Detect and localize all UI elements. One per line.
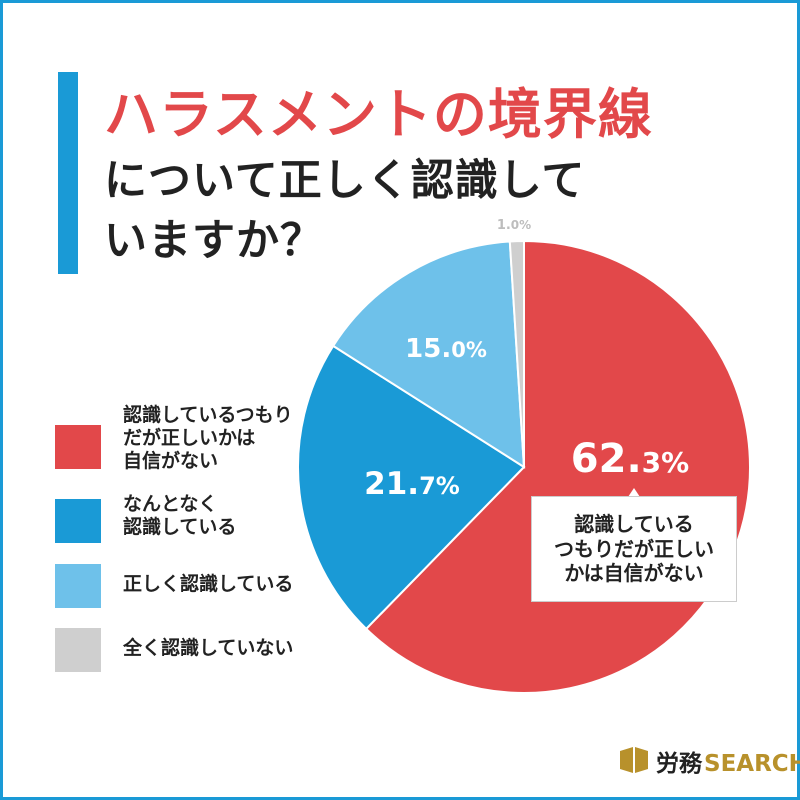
legend-label-correct-line-1: 正しく認識している: [123, 573, 294, 595]
brand-name-ja: 労務: [656, 751, 702, 777]
data-label-correct-minor: 0%: [451, 338, 487, 362]
book-icon-left-page: [620, 747, 633, 773]
pie-slice-correct: [331, 240, 526, 469]
data-label-somewhat: 21.7%: [364, 466, 460, 502]
data-label-none-minor: 0%: [511, 218, 531, 232]
legend-label-somewhat-line-2: 認識している: [123, 515, 237, 538]
legend-label-somewhat-line-1: なんとなく: [123, 493, 218, 515]
data-label-none: 1.0%: [497, 218, 531, 233]
data-label-none-major: 1.: [497, 218, 511, 233]
callout-line-1: 認識している: [574, 512, 694, 537]
title-line-2: について正しく認識して: [104, 156, 586, 206]
legend-label-unsure-line-2: だが正しいかは: [123, 426, 256, 449]
title-accent-bar: [58, 72, 78, 274]
data-label-somewhat-minor: 7%: [419, 472, 460, 500]
legend-swatch-none: [55, 628, 101, 672]
legend-label-correct: 正しく認識している: [123, 573, 293, 596]
book-icon: [620, 747, 648, 773]
data-label-unsure-minor: 3%: [642, 446, 690, 479]
legend-label-unsure: 認識しているつもり だが正しいかは 自信がない: [123, 404, 293, 472]
data-label-unsure: 62.3%: [571, 436, 689, 482]
callout-line-2: つもりだが正しい: [554, 536, 714, 561]
data-label-correct: 15.0%: [405, 334, 487, 364]
legend-swatch-somewhat: [55, 499, 101, 543]
legend-label-unsure-line-3: 自信がない: [123, 449, 219, 472]
brand-name: 労務SEARCH: [656, 744, 800, 778]
legend-swatch-correct: [55, 564, 101, 608]
data-label-unsure-major: 62.: [571, 436, 642, 482]
pie-slice-somewhat: [297, 344, 526, 631]
legend-swatch-unsure: [55, 425, 101, 469]
brand-name-en: SEARCH: [704, 751, 800, 777]
callout-line-3: かは自信がない: [564, 561, 704, 586]
book-icon-right-page: [635, 747, 648, 773]
data-label-correct-major: 15.: [405, 334, 451, 364]
pie-slice-none: [508, 239, 525, 468]
slice-callout: 認識している つもりだが正しい かは自信がない: [531, 496, 737, 602]
data-label-somewhat-major: 21.: [364, 466, 419, 502]
legend-label-somewhat: なんとなく 認識している: [123, 493, 236, 539]
legend-label-unsure-line-1: 認識しているつもり: [123, 404, 293, 426]
title-line-3: いますか？: [104, 216, 324, 266]
legend-label-none: 全く認識していない: [123, 637, 293, 660]
title-line-1: ハラスメントの境界線: [104, 83, 653, 146]
legend-label-none-line-1: 全く認識していない: [123, 637, 294, 659]
